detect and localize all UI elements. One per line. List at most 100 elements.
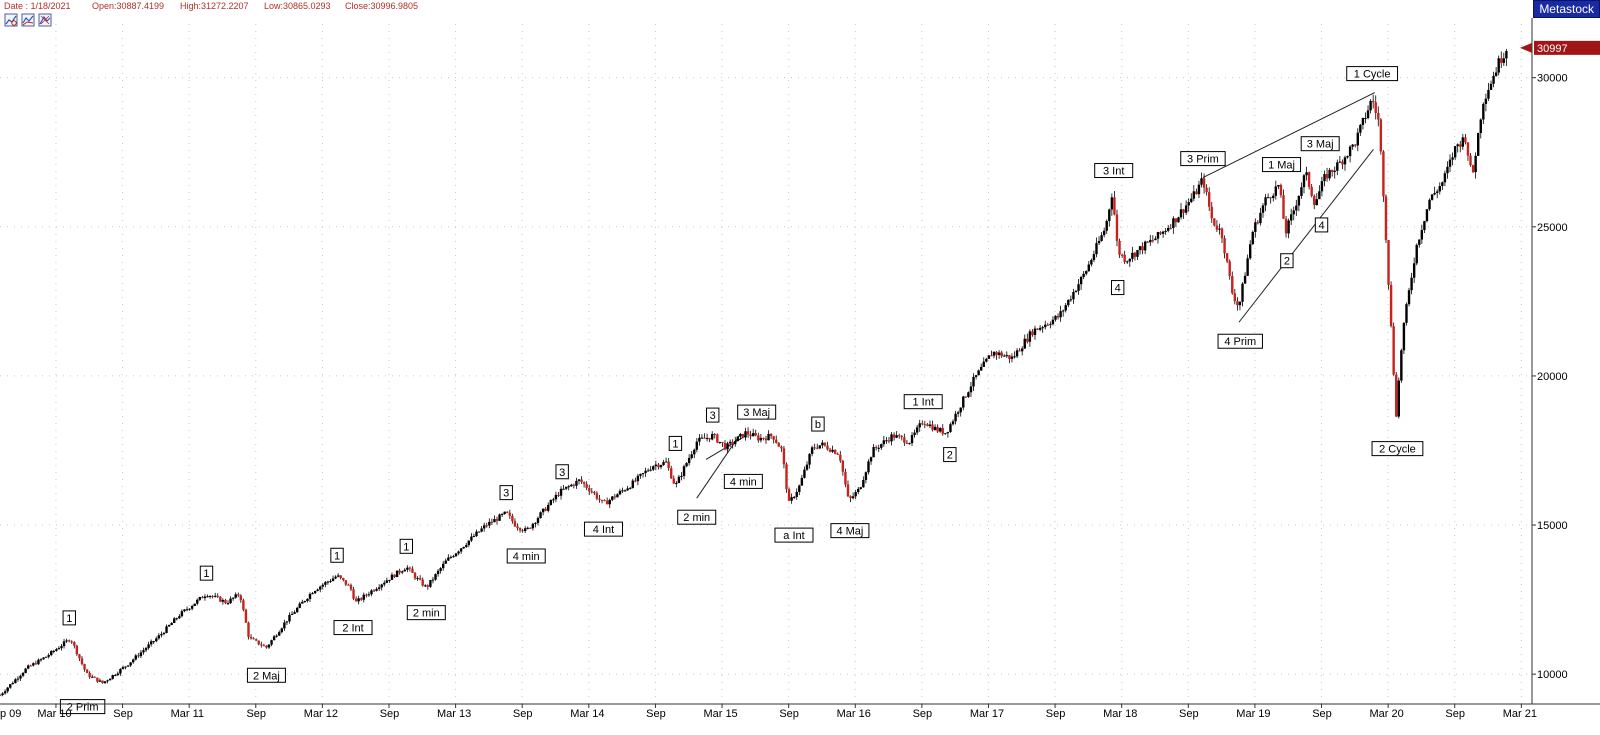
candle-body bbox=[275, 635, 278, 637]
candle-body bbox=[78, 654, 81, 659]
candle-body bbox=[1236, 301, 1239, 306]
candle-body bbox=[1346, 156, 1349, 158]
chart-toolbar bbox=[4, 13, 52, 29]
candle-body bbox=[910, 435, 914, 444]
candle-body bbox=[905, 442, 909, 444]
candle-body bbox=[915, 427, 919, 433]
wave-label-layer: 2 Prim 1 1 2 Maj 1 2 Int 1 2 min 3 4 min 3 4 Int 1 2 … bbox=[59, 66, 1424, 715]
candle-body bbox=[826, 445, 829, 450]
candle-body bbox=[757, 435, 760, 441]
candle-body bbox=[229, 598, 232, 604]
candle-body bbox=[1138, 246, 1142, 251]
candle-body bbox=[1272, 195, 1275, 199]
candle-body bbox=[882, 440, 886, 445]
candle-body bbox=[1307, 172, 1311, 187]
candle-body bbox=[639, 473, 642, 476]
candle-body bbox=[319, 586, 322, 590]
last-price-arrow bbox=[1520, 42, 1532, 53]
candle-body bbox=[874, 447, 878, 449]
candle-body bbox=[1397, 380, 1400, 417]
candle-body bbox=[178, 616, 181, 619]
candle-body bbox=[1325, 174, 1329, 179]
wave-label-box bbox=[677, 509, 717, 525]
candle-body bbox=[1156, 232, 1160, 239]
candle-body bbox=[467, 540, 471, 546]
candle-body bbox=[923, 424, 927, 426]
candle-body bbox=[787, 489, 791, 501]
candle-body bbox=[1425, 209, 1429, 222]
candle-body bbox=[808, 453, 811, 465]
candle-body bbox=[734, 441, 737, 445]
candle-body bbox=[295, 607, 299, 613]
candle-body bbox=[39, 659, 43, 661]
wave-label: 2 min bbox=[683, 512, 710, 524]
candle-body bbox=[946, 431, 950, 434]
candle-body bbox=[1289, 214, 1293, 221]
candle-body bbox=[226, 603, 230, 605]
candle-body bbox=[60, 646, 63, 649]
candle-body bbox=[175, 618, 178, 620]
candle-body bbox=[652, 466, 655, 470]
chart-compare-icon[interactable] bbox=[21, 13, 35, 27]
candle-body bbox=[821, 442, 824, 446]
candle-body bbox=[634, 480, 637, 482]
candle-body bbox=[1359, 124, 1362, 133]
candle-body bbox=[503, 511, 506, 515]
candle-body bbox=[336, 575, 340, 577]
candle-body bbox=[1133, 252, 1137, 257]
candle-body bbox=[1292, 210, 1295, 215]
candle-body bbox=[859, 487, 862, 489]
candle-body bbox=[1064, 305, 1067, 311]
candle-body bbox=[262, 645, 266, 647]
candle-body bbox=[680, 475, 683, 477]
candle-body bbox=[1231, 275, 1234, 294]
candle-body bbox=[65, 640, 68, 642]
candle-body bbox=[50, 651, 53, 656]
candle-body bbox=[1, 693, 4, 696]
candle-body bbox=[170, 622, 173, 626]
candle-body bbox=[114, 675, 117, 677]
candle-body bbox=[708, 437, 711, 440]
candle-body bbox=[526, 527, 529, 529]
wave-label: 1 Maj bbox=[1268, 160, 1295, 172]
candle-body bbox=[736, 436, 740, 442]
candle-body bbox=[342, 577, 345, 581]
candle-body bbox=[846, 484, 850, 497]
candle-body bbox=[1126, 261, 1129, 263]
candle-body bbox=[1100, 235, 1103, 241]
candle-body bbox=[221, 599, 225, 602]
chart-settings-icon[interactable] bbox=[38, 13, 52, 27]
candle-body bbox=[892, 434, 896, 438]
candle-body bbox=[1420, 229, 1424, 240]
candle-body bbox=[124, 666, 127, 668]
candle-body bbox=[974, 375, 978, 377]
candle-body bbox=[201, 597, 204, 599]
chart-zoom-icon[interactable] bbox=[4, 13, 18, 27]
wave-label-box bbox=[333, 620, 373, 636]
candle-body bbox=[559, 488, 563, 496]
candle-body bbox=[334, 576, 337, 579]
candle-body bbox=[1225, 253, 1229, 262]
candle-body bbox=[352, 589, 355, 599]
candle-body bbox=[1141, 246, 1144, 251]
candle-body bbox=[731, 441, 734, 445]
candle-body bbox=[862, 479, 865, 488]
candle-body bbox=[1453, 146, 1457, 158]
candle-body bbox=[1351, 144, 1354, 147]
candle-body bbox=[93, 676, 96, 678]
open-readout: Open:30887.4199 bbox=[92, 1, 165, 11]
candle-body bbox=[769, 433, 773, 437]
x-tick-label: Sep bbox=[913, 708, 933, 720]
candle-body bbox=[424, 585, 427, 587]
candle-body bbox=[247, 622, 250, 637]
candle-body bbox=[231, 597, 235, 599]
candle-body bbox=[1228, 261, 1231, 276]
candle-body bbox=[103, 681, 107, 684]
candle-body bbox=[270, 640, 273, 645]
candle-body bbox=[367, 594, 371, 596]
candle-body bbox=[895, 435, 898, 438]
candle-body bbox=[1028, 331, 1032, 342]
candle-body bbox=[600, 499, 604, 501]
candle-body bbox=[864, 472, 868, 480]
